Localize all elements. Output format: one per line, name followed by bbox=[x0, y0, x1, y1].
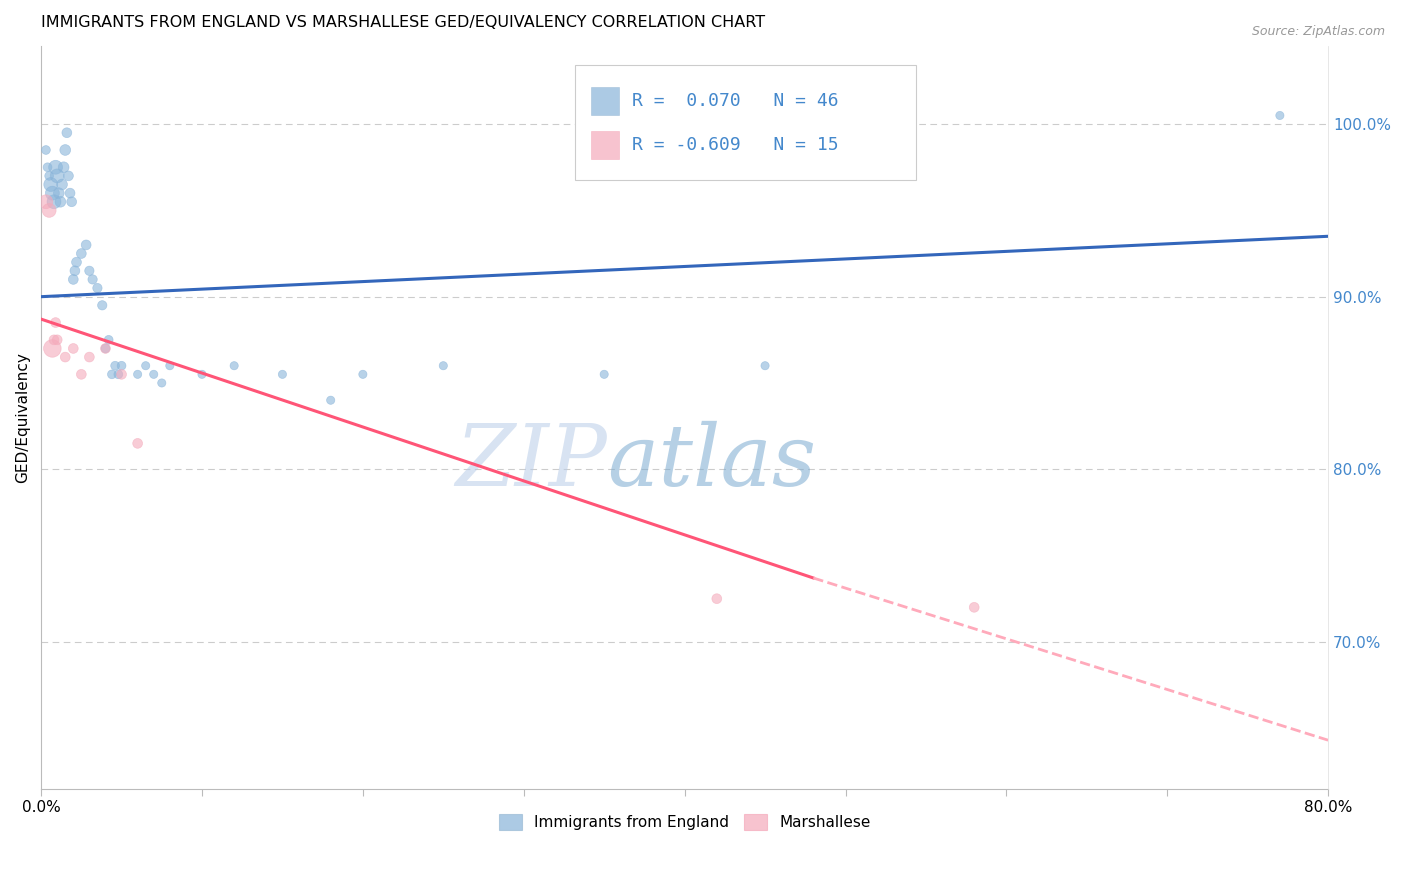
Point bbox=[110, 359, 132, 373]
Point bbox=[224, 359, 246, 373]
Point bbox=[62, 272, 84, 286]
Point bbox=[46, 333, 69, 347]
Text: R = -0.609   N = 15: R = -0.609 N = 15 bbox=[631, 136, 838, 154]
Text: ZIP: ZIP bbox=[456, 421, 607, 503]
Point bbox=[97, 333, 120, 347]
Point bbox=[150, 376, 173, 390]
Text: R =  0.070   N = 46: R = 0.070 N = 46 bbox=[631, 92, 838, 110]
Point bbox=[127, 368, 149, 382]
Point bbox=[45, 160, 67, 174]
Point bbox=[86, 281, 108, 295]
FancyBboxPatch shape bbox=[575, 65, 917, 180]
Point bbox=[39, 178, 62, 192]
Point bbox=[271, 368, 294, 382]
Point bbox=[107, 368, 129, 382]
Point bbox=[706, 591, 728, 606]
Point bbox=[79, 264, 101, 278]
Point bbox=[110, 368, 132, 382]
Point bbox=[35, 194, 58, 209]
Point bbox=[35, 143, 58, 157]
Text: Source: ZipAtlas.com: Source: ZipAtlas.com bbox=[1251, 25, 1385, 38]
Point bbox=[319, 393, 342, 408]
Point bbox=[60, 194, 83, 209]
Point bbox=[65, 255, 87, 269]
Point bbox=[38, 203, 60, 218]
Point bbox=[38, 169, 60, 183]
Point bbox=[1268, 108, 1291, 122]
Point bbox=[41, 186, 63, 201]
Text: atlas: atlas bbox=[607, 421, 817, 503]
Y-axis label: GED/Equivalency: GED/Equivalency bbox=[15, 352, 30, 483]
Point bbox=[75, 238, 97, 252]
Point bbox=[70, 368, 93, 382]
Point bbox=[91, 298, 114, 312]
Bar bbox=[591, 131, 619, 160]
Point bbox=[52, 160, 75, 174]
Point bbox=[79, 350, 101, 364]
Point bbox=[159, 359, 181, 373]
Point bbox=[53, 143, 76, 157]
Point bbox=[51, 178, 73, 192]
Point bbox=[42, 333, 65, 347]
Bar bbox=[591, 87, 619, 115]
Point bbox=[94, 342, 117, 356]
Point bbox=[754, 359, 776, 373]
Point bbox=[63, 264, 86, 278]
Point bbox=[53, 350, 76, 364]
Point bbox=[45, 316, 67, 330]
Point bbox=[59, 186, 82, 201]
Point bbox=[142, 368, 165, 382]
Legend: Immigrants from England, Marshallese: Immigrants from England, Marshallese bbox=[492, 808, 877, 837]
Point bbox=[104, 359, 127, 373]
Point bbox=[101, 368, 124, 382]
Point bbox=[70, 246, 93, 260]
Point bbox=[37, 160, 59, 174]
Point bbox=[41, 342, 63, 356]
Text: IMMIGRANTS FROM ENGLAND VS MARSHALLESE GED/EQUIVALENCY CORRELATION CHART: IMMIGRANTS FROM ENGLAND VS MARSHALLESE G… bbox=[41, 15, 765, 30]
Point bbox=[963, 600, 986, 615]
Point bbox=[352, 368, 374, 382]
Point bbox=[56, 126, 79, 140]
Point bbox=[191, 368, 214, 382]
Point bbox=[62, 342, 84, 356]
Point bbox=[432, 359, 454, 373]
Point bbox=[58, 169, 80, 183]
Point bbox=[46, 169, 69, 183]
Point bbox=[48, 186, 70, 201]
Point bbox=[94, 342, 117, 356]
Point bbox=[135, 359, 157, 373]
Point bbox=[42, 194, 65, 209]
Point bbox=[82, 272, 104, 286]
Point bbox=[127, 436, 149, 450]
Point bbox=[49, 194, 72, 209]
Point bbox=[593, 368, 616, 382]
